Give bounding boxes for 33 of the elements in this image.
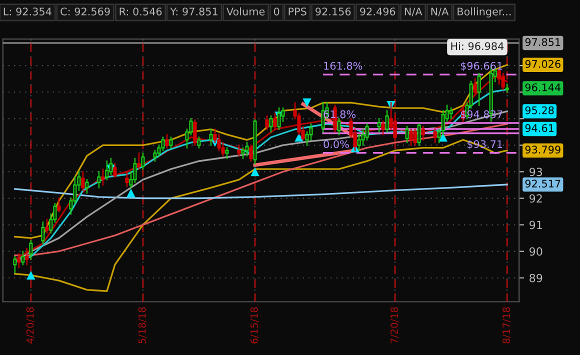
x-tick-label: 4/20/18 (26, 307, 34, 344)
x-tick-label: 7/20/18 (390, 307, 399, 344)
y-tick-label: 93 (530, 168, 542, 176)
y-tick-label: 90 (530, 247, 542, 256)
annotation: 97.851 (525, 38, 560, 46)
y-tick-label: 91 (530, 220, 542, 230)
text: N/A (404, 8, 422, 16)
x-tick-label: 8/17/18 (502, 307, 511, 344)
text: R: 0.546 (120, 8, 162, 16)
text: PPS (288, 8, 306, 16)
text: N/A (431, 8, 449, 16)
text: L: 92.354 (4, 8, 52, 16)
x-tick-label: 6/15/18 (250, 307, 259, 344)
y-tick-label: 92 (530, 194, 542, 203)
text: Bollinger... (458, 7, 511, 18)
text: C: 92.569 (60, 8, 110, 16)
annotation: 94.61 (525, 124, 554, 132)
annotation: 161.8% (324, 62, 362, 70)
annotation: 93.799 (525, 146, 560, 154)
annotation: $96.661 (460, 62, 502, 72)
annotation: 96.144 (525, 83, 561, 92)
annotation: 97.026 (525, 60, 560, 68)
text: 92.496 (360, 8, 396, 16)
annotation: 92.517 (525, 180, 560, 188)
annotation: Hi: 96.984 (451, 42, 504, 50)
text: Y: 97.851 (170, 8, 218, 16)
text: 92.156 (316, 8, 351, 16)
annotation: 95.28 (525, 106, 554, 114)
text: 0 (274, 8, 280, 16)
x-tick-label: 5/18/18 (138, 307, 147, 344)
y-tick-label: 89 (530, 274, 542, 282)
annotation: 0.0% (324, 140, 349, 148)
text: Volume (226, 7, 265, 16)
